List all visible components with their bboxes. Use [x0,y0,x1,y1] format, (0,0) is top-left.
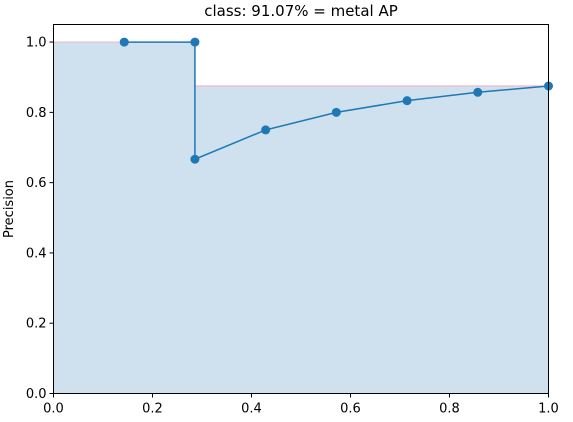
y-tick-label: 0.8 [26,106,47,121]
plot-frame [53,24,549,394]
y-tick-label: 0.6 [26,176,47,191]
data-point [190,37,200,47]
data-point [119,37,129,47]
series-line [124,41,549,161]
x-axis: 0.0 0.2 0.4 0.6 0.8 1.0 [43,393,559,417]
point-layer [119,37,553,164]
chart-title: class: 91.07% = metal AP [204,2,398,20]
data-point [402,96,412,106]
area-fill [53,42,549,394]
data-point [331,107,341,117]
y-tick-label: 0.0 [26,387,47,402]
data-point [190,154,200,164]
line-layer [124,41,549,161]
data-point [261,125,271,135]
x-tick-label: 0.0 [43,402,64,417]
y-axis: 0.0 0.2 0.4 0.6 0.8 1.0 [26,36,54,402]
x-tick-label: 0.2 [142,402,163,417]
data-point [473,87,483,97]
x-tick-label: 0.6 [340,402,361,417]
x-tick-label: 0.8 [439,402,460,417]
y-tick-label: 1.0 [26,36,47,51]
y-tick-label: 0.4 [26,246,47,261]
y-axis-label: Precision [2,180,17,238]
y-tick-label: 0.2 [26,317,47,332]
x-tick-label: 1.0 [538,402,559,417]
x-tick-label: 0.4 [241,402,262,417]
